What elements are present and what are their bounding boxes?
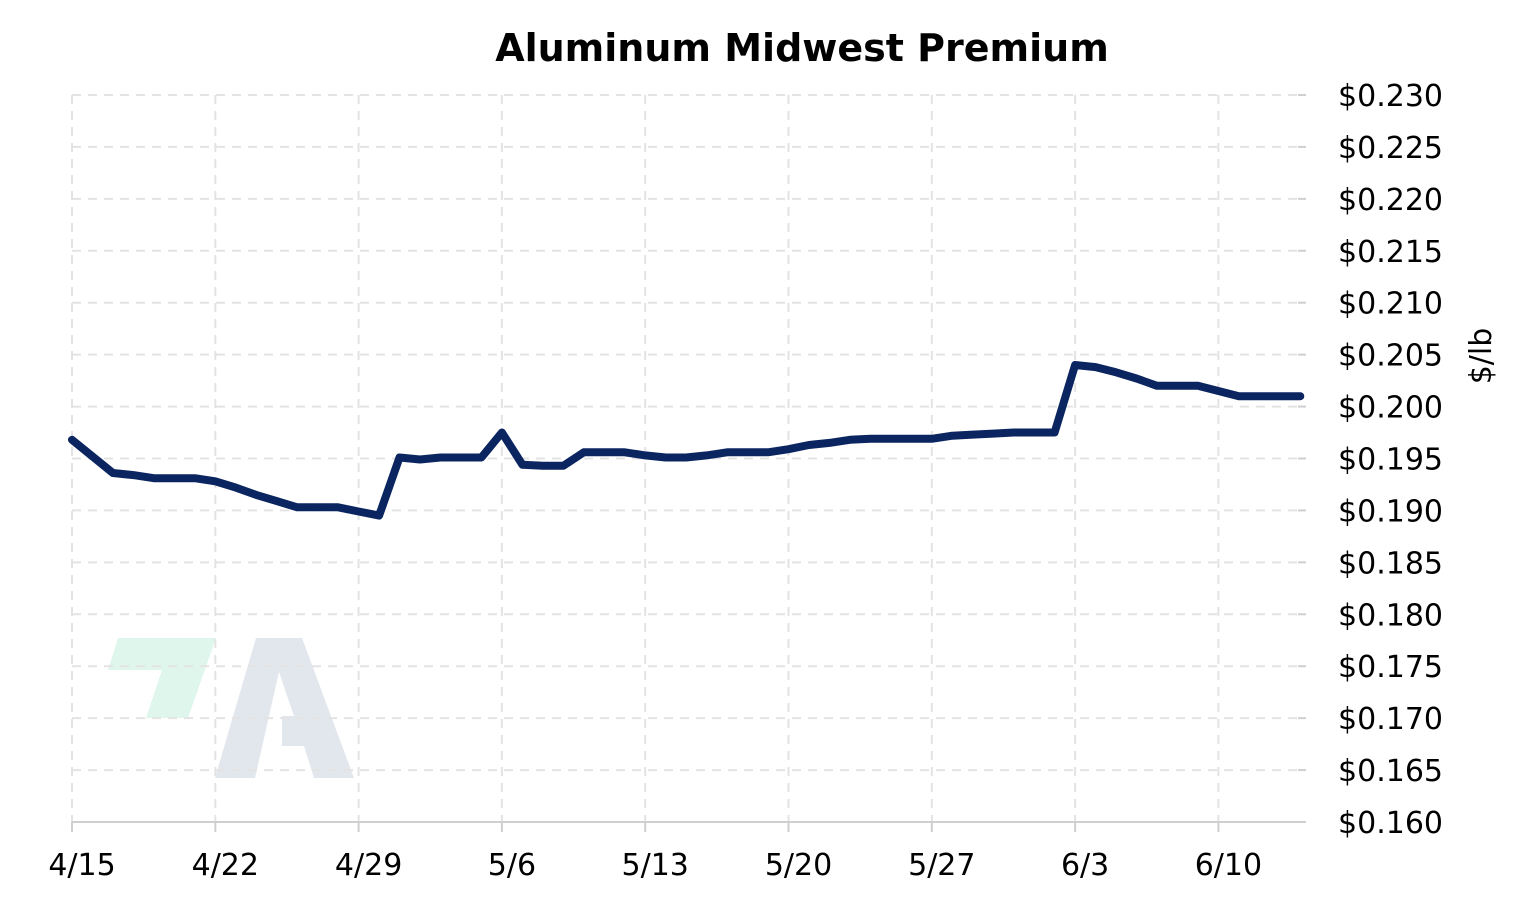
y-tick-label: $0.165	[1338, 754, 1443, 789]
y-tick-label: $0.230	[1338, 79, 1443, 114]
x-tick-label: 5/6	[488, 848, 536, 883]
y-tick-label: $0.160	[1338, 806, 1443, 841]
series-layer	[68, 361, 1305, 520]
y-tick-label: $0.200	[1338, 391, 1443, 426]
axes	[71, 94, 1306, 832]
brand-logo-icon	[108, 638, 354, 778]
y-tick-label: $0.190	[1338, 494, 1443, 529]
labels: Aluminum Midwest Premium $/lb $0.160 $0.1…	[48, 26, 1499, 883]
y-tick-label: $0.225	[1338, 131, 1443, 166]
y-tick-label: $0.210	[1338, 287, 1443, 322]
x-tick-label: 4/29	[335, 848, 402, 883]
x-tick-label: 5/20	[765, 848, 832, 883]
chart-title: Aluminum Midwest Premium	[495, 26, 1109, 70]
x-tick-label: 4/15	[48, 848, 115, 883]
y-tick-label: $0.205	[1338, 339, 1443, 374]
y-tick-label: $0.215	[1338, 235, 1443, 270]
series-line	[68, 361, 1305, 520]
x-tick-label: 5/27	[908, 848, 975, 883]
y-tick-label: $0.180	[1338, 598, 1443, 633]
x-tick-label: 5/13	[622, 848, 689, 883]
x-tick-label: 6/10	[1195, 848, 1262, 883]
y-axis-label: $/lb	[1464, 328, 1499, 385]
y-tick-label: $0.195	[1338, 443, 1443, 478]
x-tick-label: 6/3	[1061, 848, 1109, 883]
y-tick-label: $0.185	[1338, 546, 1443, 581]
x-tick-label: 4/22	[192, 848, 259, 883]
y-tick-label: $0.175	[1338, 650, 1443, 685]
y-tick-label: $0.220	[1338, 183, 1443, 218]
y-tick-label: $0.170	[1338, 702, 1443, 737]
